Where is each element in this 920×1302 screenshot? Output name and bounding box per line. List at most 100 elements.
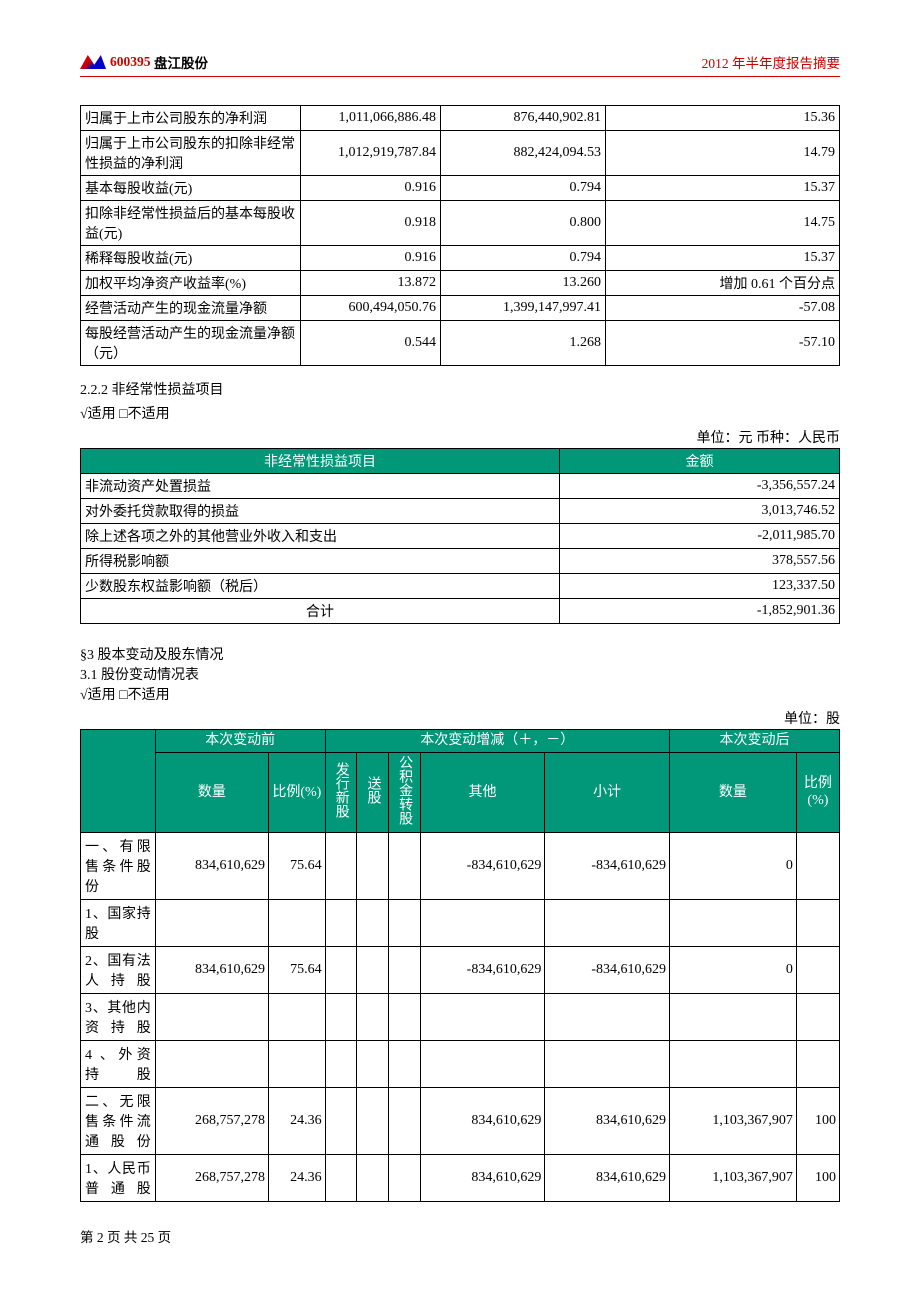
non-recurring-items-table: 非经常性损益项目 金额 非流动资产处置损益 -3,356,557.24对外委托贷…: [80, 448, 840, 624]
t1-label: 经营活动产生的现金流量净额: [81, 296, 301, 321]
t3-pct2: 100: [796, 1155, 839, 1202]
t3-bonus: [357, 994, 389, 1041]
company-logo-icon: [80, 55, 106, 69]
t3-label: 1、人民币普通股: [81, 1155, 156, 1202]
t3-other: [420, 1041, 545, 1088]
t1-c4: 增加 0.61 个百分点: [606, 271, 840, 296]
t3-fund: [389, 947, 421, 994]
table-row: 2、国有法人持股 834,610,629 75.64 -834,610,629 …: [81, 947, 840, 994]
t2-total-label: 合计: [81, 599, 560, 624]
t1-label: 加权平均净资产收益率(%): [81, 271, 301, 296]
t3-qty: 834,610,629: [155, 833, 268, 900]
t3-pct: 24.36: [269, 1155, 326, 1202]
section-222-apply: √适用 □不适用: [80, 403, 840, 423]
t3-label: 一、有限售条件股份: [81, 833, 156, 900]
t3-header-pct: 比例(%): [269, 752, 326, 833]
t2-label: 对外委托贷款取得的损益: [81, 499, 560, 524]
t1-c2: 1,011,066,886.48: [301, 106, 441, 131]
t3-bonus: [357, 947, 389, 994]
t3-qty2: 0: [670, 947, 797, 994]
t3-qty2: [670, 994, 797, 1041]
table-row: 经营活动产生的现金流量净额 600,494,050.76 1,399,147,9…: [81, 296, 840, 321]
t1-c3: 1.268: [441, 321, 606, 366]
table-row: 稀释每股收益(元) 0.916 0.794 15.37: [81, 246, 840, 271]
t3-bonus: [357, 900, 389, 947]
t3-fund: [389, 900, 421, 947]
t3-issue: [325, 1155, 357, 1202]
t1-c3: 13.260: [441, 271, 606, 296]
t3-header-bonus: 送股: [357, 752, 389, 833]
t3-subtotal: -834,610,629: [545, 833, 670, 900]
t3-pct: [269, 994, 326, 1041]
section-31-title: 3.1 股份变动情况表: [80, 664, 840, 684]
t3-bonus: [357, 1088, 389, 1155]
t3-fund: [389, 1041, 421, 1088]
t3-pct: [269, 900, 326, 947]
t3-other: 834,610,629: [420, 1155, 545, 1202]
t3-pct2: 100: [796, 1088, 839, 1155]
t3-other: 834,610,629: [420, 1088, 545, 1155]
t3-issue: [325, 1041, 357, 1088]
t3-issue: [325, 994, 357, 1041]
t1-c2: 0.916: [301, 176, 441, 201]
t1-label: 每股经营活动产生的现金流量净额（元）: [81, 321, 301, 366]
table-row: 少数股东权益影响额（税后） 123,337.50: [81, 574, 840, 599]
table-row: 4 、外资持股: [81, 1041, 840, 1088]
t1-label: 基本每股收益(元): [81, 176, 301, 201]
stock-code: 600395: [110, 54, 151, 70]
page-header: 600395 盘江股份 2012 年半年度报告摘要: [80, 52, 840, 77]
t1-c4: 15.36: [606, 106, 840, 131]
t1-c3: 882,424,094.53: [441, 131, 606, 176]
t3-subtotal: [545, 1041, 670, 1088]
t3-other: [420, 994, 545, 1041]
t3-issue: [325, 947, 357, 994]
t1-c4: -57.08: [606, 296, 840, 321]
t1-label: 归属于上市公司股东的净利润: [81, 106, 301, 131]
t3-qty: 268,757,278: [155, 1088, 268, 1155]
financial-indicators-table: 归属于上市公司股东的净利润 1,011,066,886.48 876,440,9…: [80, 105, 840, 366]
report-title: 2012 年半年度报告摘要: [702, 52, 840, 72]
t3-header-change: 本次变动增减（＋，－）: [325, 730, 669, 753]
t1-c4: 14.79: [606, 131, 840, 176]
t3-subtotal: 834,610,629: [545, 1088, 670, 1155]
table-row: 1、国家持股: [81, 900, 840, 947]
t3-pct2: [796, 1041, 839, 1088]
t1-label: 扣除非经常性损益后的基本每股收益(元): [81, 201, 301, 246]
t3-header-other: 其他: [420, 752, 545, 833]
t2-total-row: 合计 -1,852,901.36: [81, 599, 840, 624]
t3-subtotal: [545, 900, 670, 947]
table-row: 扣除非经常性损益后的基本每股收益(元) 0.918 0.800 14.75: [81, 201, 840, 246]
t3-pct: 24.36: [269, 1088, 326, 1155]
t3-subtotal: [545, 994, 670, 1041]
t3-bonus: [357, 833, 389, 900]
t3-header-qty2: 数量: [670, 752, 797, 833]
t3-qty2: 1,103,367,907: [670, 1088, 797, 1155]
table-row: 除上述各项之外的其他营业外收入和支出 -2,011,985.70: [81, 524, 840, 549]
t3-qty2: [670, 900, 797, 947]
t3-bonus: [357, 1041, 389, 1088]
t2-amount: -2,011,985.70: [560, 524, 840, 549]
table-row: 所得税影响额 378,557.56: [81, 549, 840, 574]
t3-pct2: [796, 994, 839, 1041]
t3-label: 1、国家持股: [81, 900, 156, 947]
table-row: 加权平均净资产收益率(%) 13.872 13.260 增加 0.61 个百分点: [81, 271, 840, 296]
t2-label: 除上述各项之外的其他营业外收入和支出: [81, 524, 560, 549]
t3-fund: [389, 833, 421, 900]
t1-c2: 0.544: [301, 321, 441, 366]
t1-c3: 1,399,147,997.41: [441, 296, 606, 321]
page-footer: 第 2 页 共 25 页: [80, 1226, 840, 1246]
section-3-apply: √适用 □不适用: [80, 684, 840, 704]
t3-issue: [325, 1088, 357, 1155]
t3-subtotal: 834,610,629: [545, 1155, 670, 1202]
t3-header-issue: 发行新股: [325, 752, 357, 833]
t1-c4: -57.10: [606, 321, 840, 366]
t3-label: 4 、外资持股: [81, 1041, 156, 1088]
t1-c2: 13.872: [301, 271, 441, 296]
t3-header-after: 本次变动后: [670, 730, 840, 753]
table-row: 一、有限售条件股份 834,610,629 75.64 -834,610,629…: [81, 833, 840, 900]
table-row: 1、人民币普通股 268,757,278 24.36 834,610,629 8…: [81, 1155, 840, 1202]
t1-label: 稀释每股收益(元): [81, 246, 301, 271]
t3-issue: [325, 833, 357, 900]
section-222-unit: 单位：元 币种：人民币: [80, 427, 840, 447]
table-row: 归属于上市公司股东的扣除非经常性损益的净利润 1,012,919,787.84 …: [81, 131, 840, 176]
